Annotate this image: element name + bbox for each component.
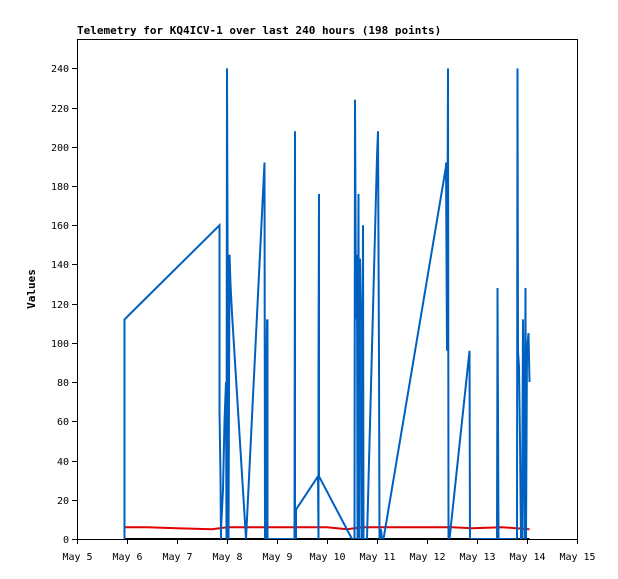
series-line-2	[123, 68, 531, 540]
x-tick-label: May 7	[162, 552, 192, 563]
y-tick-label: 80	[57, 378, 69, 389]
x-tick-label: May 11	[359, 552, 395, 563]
y-tick-label: 180	[51, 182, 69, 193]
x-tick-label: May 8	[212, 552, 242, 563]
x-tick-label: May 10	[309, 552, 345, 563]
y-tick-label: 220	[51, 104, 69, 115]
y-tick-label: 120	[51, 300, 69, 311]
series-group	[123, 68, 531, 540]
y-tick-label: 240	[51, 64, 69, 75]
axes: 0 20 40 60 80 100 120 140 160 180 200 220 240 May 5 Ma…	[51, 64, 596, 563]
x-tick-label: May 6	[112, 552, 142, 563]
x-tick-label: May 9	[262, 552, 292, 563]
x-tick-label: May 14	[509, 552, 545, 563]
y-tick-label: 100	[51, 339, 69, 350]
y-tick-label: 140	[51, 260, 69, 271]
y-axis-label: Values	[25, 269, 38, 309]
y-tick-label: 200	[51, 143, 69, 154]
series-line-1	[124, 526, 530, 531]
x-tick-label: May 12	[409, 552, 445, 563]
x-tick-label: May 5	[62, 552, 92, 563]
y-tick-label: 60	[57, 417, 69, 428]
y-tick-label: 40	[57, 457, 69, 468]
y-tick-label: 0	[63, 535, 69, 546]
y-tick-label: 160	[51, 221, 69, 232]
x-tick-label: May 13	[459, 552, 495, 563]
chart-title: Telemetry for KQ4ICV-1 over last 240 hou…	[77, 24, 441, 37]
y-tick-label: 20	[57, 496, 69, 507]
plot-frame	[77, 39, 578, 540]
x-tick-label: May 15	[559, 552, 595, 563]
